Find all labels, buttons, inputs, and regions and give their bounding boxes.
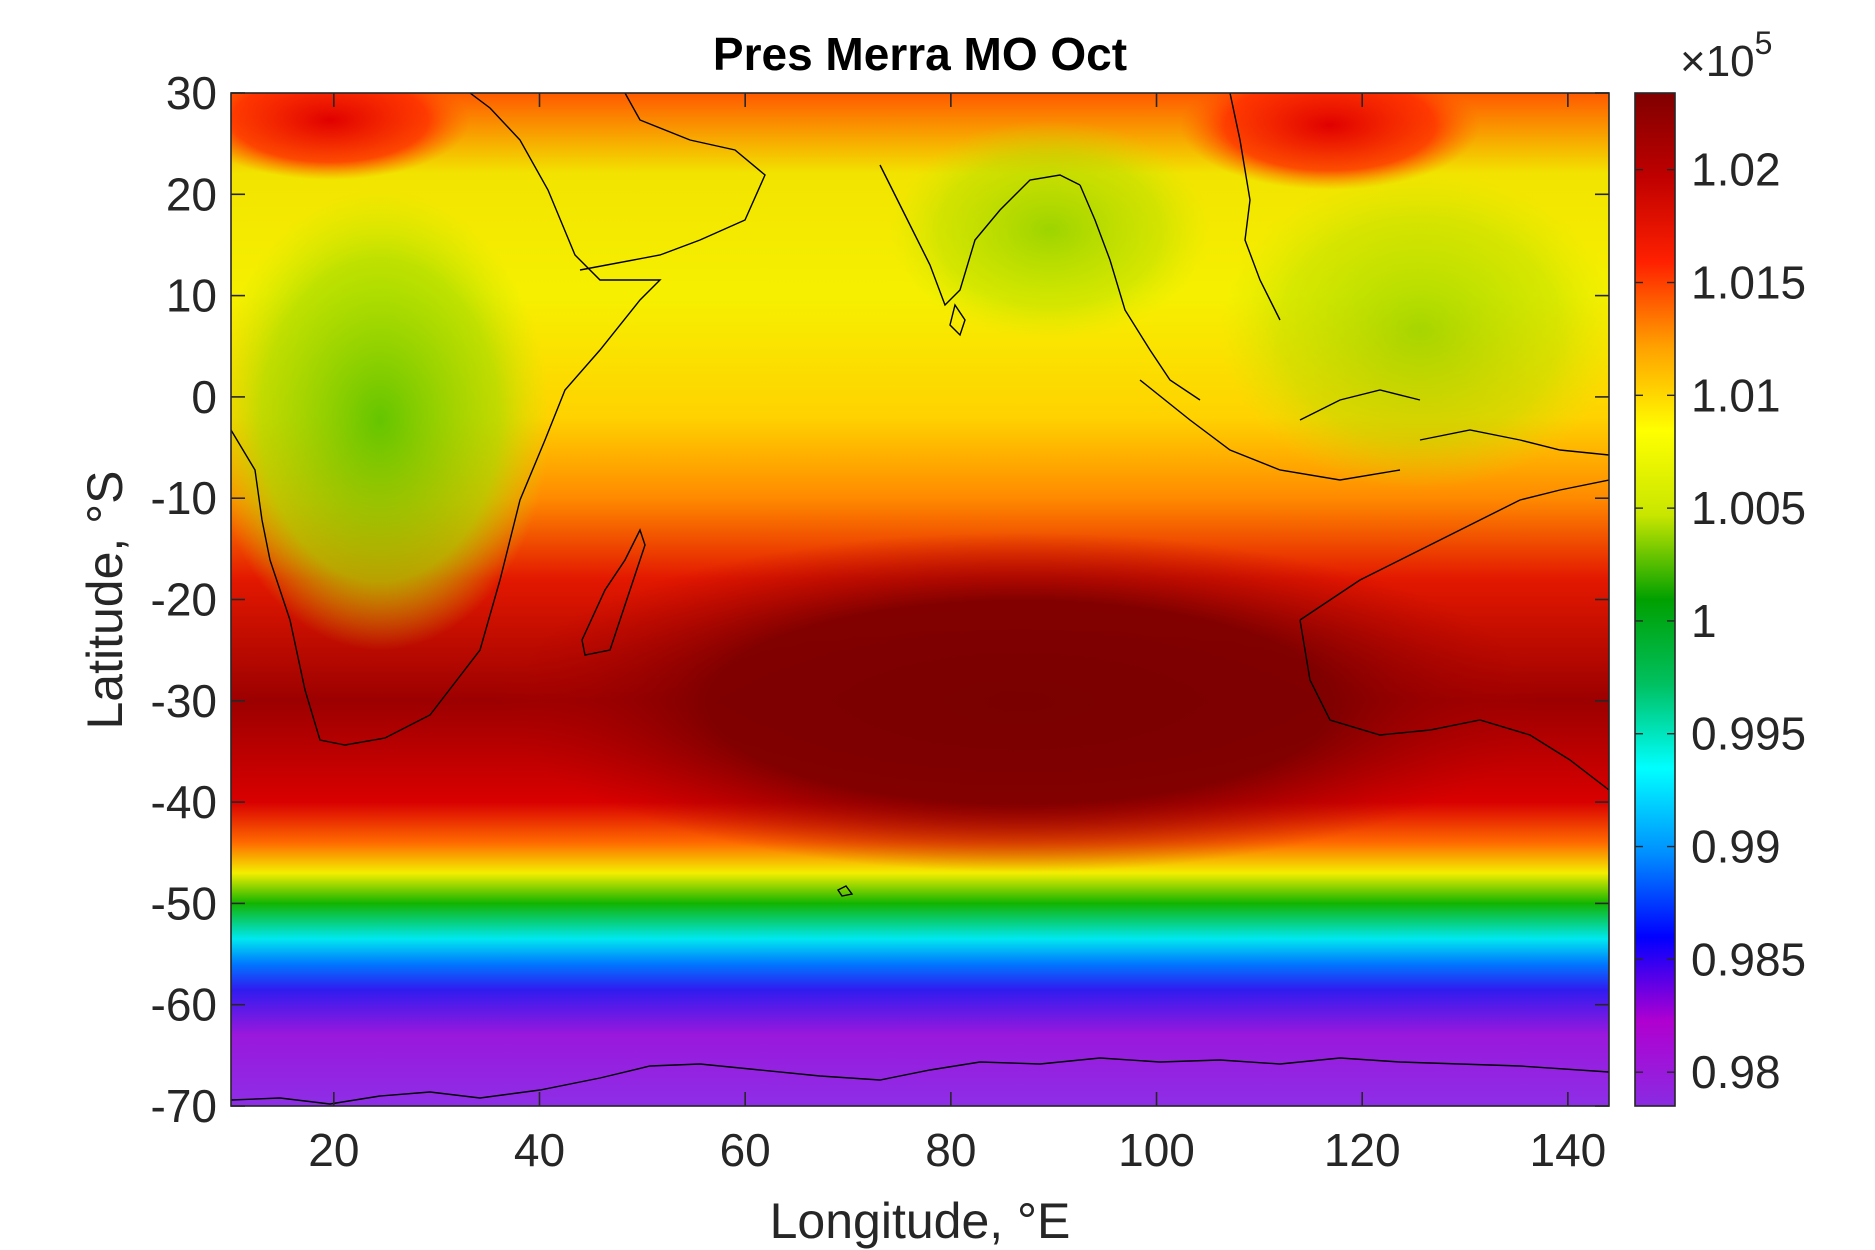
- china-warm-region: [1180, 93, 1480, 190]
- pressure-map: [231, 93, 1609, 1106]
- y-tick-label: -10: [151, 472, 217, 524]
- x-axis: 20 40 60 80 100 120 140: [308, 93, 1606, 1176]
- colorbar-multiplier-base: ×10: [1680, 37, 1755, 86]
- x-tick-label: 80: [925, 1124, 976, 1176]
- x-tick-label: 60: [720, 1124, 771, 1176]
- y-tick-label: 10: [166, 270, 217, 322]
- australia-coastline: [1299, 479, 1609, 791]
- antarctica-coastline: [231, 1057, 1609, 1105]
- maritime-continent-region: [1220, 170, 1609, 490]
- x-tick-label: 20: [308, 1124, 359, 1176]
- colorbar-scale: [1634, 92, 1676, 1107]
- kerguelen-coastline: [836, 885, 854, 897]
- indonesia-coastline: [1139, 379, 1609, 481]
- x-tick-label: 140: [1529, 1124, 1606, 1176]
- y-tick-label: -50: [151, 877, 217, 929]
- chart-title: Pres Merra MO Oct: [713, 28, 1127, 80]
- high-pressure-core: [500, 532, 1540, 872]
- africa-land-region: [231, 190, 550, 650]
- india-coastline: [879, 164, 1081, 307]
- x-axis-label: Longitude, °E: [770, 1193, 1071, 1249]
- arabia-warm-region: [231, 93, 470, 180]
- colorbar-tick-label: 0.98: [1691, 1046, 1781, 1098]
- x-tick-label: 120: [1324, 1124, 1401, 1176]
- y-tick-label: 20: [166, 168, 217, 220]
- madagascar-coastline: [581, 528, 646, 656]
- colorbar-multiplier-exponent: 5: [1755, 25, 1773, 61]
- colorbar-tick-label: 1.01: [1691, 369, 1781, 421]
- africa-coastline: [231, 93, 662, 746]
- colorbar-tick-label: 1: [1691, 595, 1717, 647]
- colorbar-tick-label: 1.005: [1691, 482, 1806, 534]
- y-tick-label: -60: [151, 979, 217, 1031]
- y-tick-label: -70: [151, 1080, 217, 1132]
- arabia-coastline: [579, 93, 766, 271]
- y-tick-label: 30: [166, 67, 217, 119]
- colorbar-tick-label: 0.995: [1691, 708, 1806, 760]
- india-land-region: [890, 120, 1210, 340]
- colorbar-tick-label: 1.02: [1691, 144, 1781, 196]
- y-tick-label: -40: [151, 776, 217, 828]
- y-axis-label: Latitude, °S: [77, 470, 133, 729]
- y-tick-label: -30: [151, 675, 217, 727]
- x-tick-label: 40: [514, 1124, 565, 1176]
- x-tick-label: 100: [1118, 1124, 1195, 1176]
- colorbar: 0.98 0.985 0.99 0.995 1 1.005 1.01 1.015 1.02 ×1…: [1634, 25, 1806, 1107]
- y-tick-label: -20: [151, 574, 217, 626]
- y-tick-label: 0: [191, 371, 217, 423]
- colorbar-tick-label: 0.99: [1691, 821, 1781, 873]
- y-axis: 30 20 10 0 -10 -20 -30 -40 -50 -60 -70: [151, 67, 1609, 1132]
- sri-lanka-coastline: [949, 303, 966, 337]
- colorbar-tick-label: 0.985: [1691, 933, 1806, 985]
- colorbar-multiplier: ×105: [1680, 25, 1772, 86]
- coastlines: [231, 93, 1609, 1105]
- colorbar-ticks: 0.98 0.985 0.99 0.995 1 1.005 1.01 1.015 1.02: [1635, 144, 1806, 1098]
- colorbar-tick-label: 1.015: [1691, 257, 1806, 309]
- southeast-asia-coastline: [1079, 93, 1281, 401]
